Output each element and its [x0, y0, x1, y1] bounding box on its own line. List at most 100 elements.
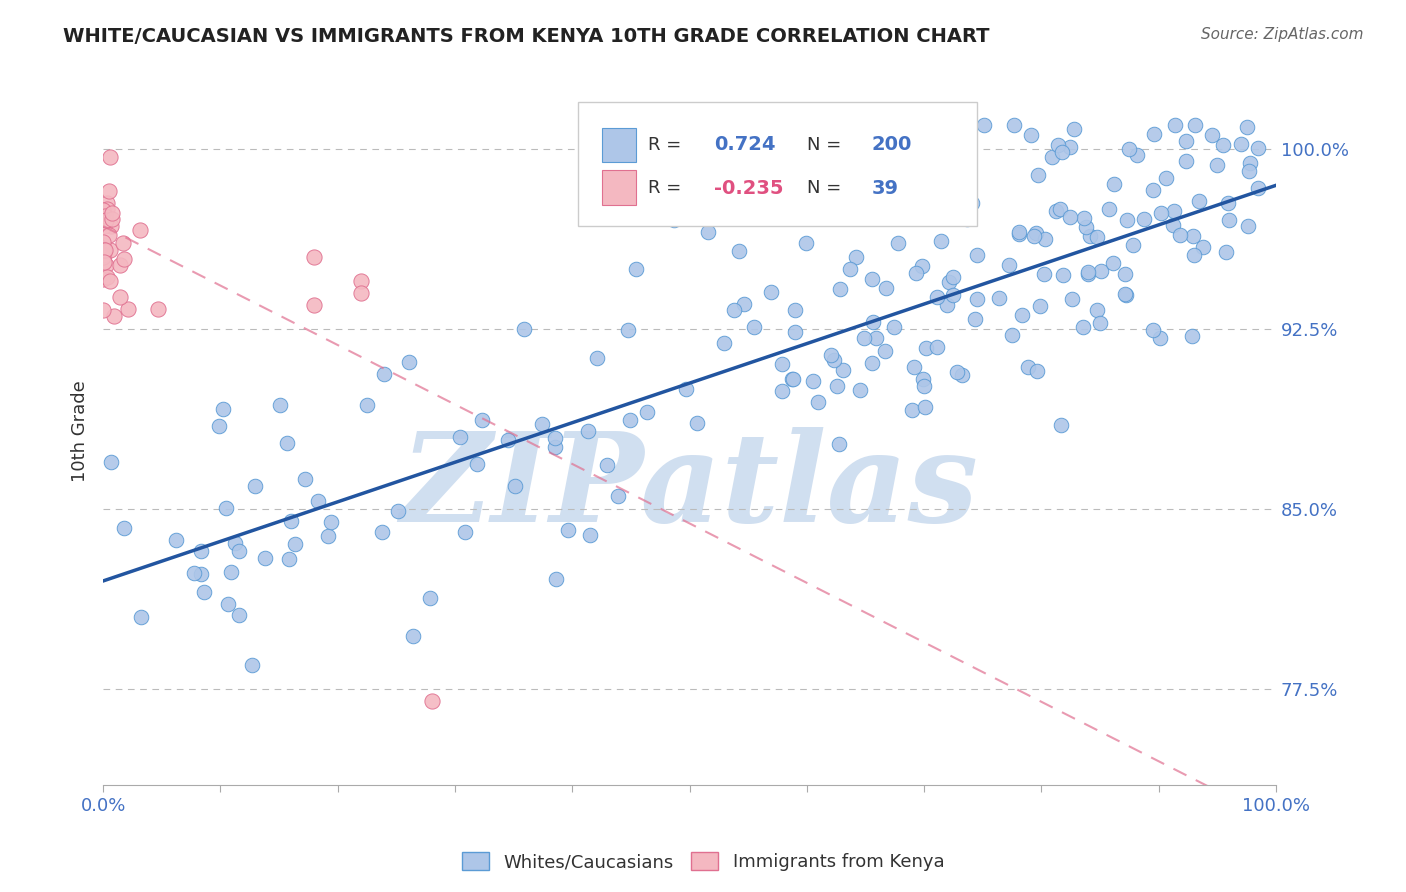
- Point: [617, 323, 640, 337]
- Point: [420, 694, 443, 708]
- Point: [1181, 329, 1204, 343]
- Point: [1133, 211, 1156, 226]
- Point: [1090, 263, 1112, 277]
- Point: [1049, 417, 1071, 432]
- Point: [883, 319, 905, 334]
- Point: [190, 544, 212, 558]
- Point: [98, 184, 121, 198]
- Point: [1045, 203, 1067, 218]
- Point: [276, 436, 298, 450]
- Point: [91, 303, 114, 318]
- Point: [1022, 228, 1045, 243]
- Point: [849, 384, 872, 398]
- Text: Source: ZipAtlas.com: Source: ZipAtlas.com: [1201, 27, 1364, 42]
- Point: [662, 212, 685, 227]
- Point: [1182, 229, 1205, 244]
- Point: [1114, 286, 1136, 301]
- Text: 0.724: 0.724: [714, 135, 776, 154]
- Point: [94, 209, 117, 223]
- Point: [783, 303, 806, 318]
- Point: [949, 119, 972, 133]
- Point: [988, 291, 1011, 305]
- Point: [98, 274, 121, 288]
- Point: [112, 235, 135, 250]
- Point: [925, 290, 948, 304]
- Text: WHITE/CAUCASIAN VS IMMIGRANTS FROM KENYA 10TH GRADE CORRELATION CHART: WHITE/CAUCASIAN VS IMMIGRANTS FROM KENYA…: [63, 27, 990, 45]
- Point: [1087, 302, 1109, 317]
- Point: [108, 289, 131, 303]
- Point: [190, 566, 212, 581]
- Point: [1011, 308, 1033, 322]
- Point: [956, 211, 979, 226]
- Point: [128, 223, 150, 237]
- Point: [512, 322, 534, 336]
- Point: [1163, 204, 1185, 219]
- Point: [1040, 150, 1063, 164]
- Point: [1218, 213, 1240, 227]
- Point: [100, 206, 122, 220]
- Point: [1236, 120, 1258, 135]
- Text: N =: N =: [807, 179, 846, 197]
- Point: [280, 514, 302, 528]
- Point: [217, 598, 239, 612]
- Point: [901, 403, 924, 417]
- Point: [112, 252, 135, 267]
- Text: ZIPatlas: ZIPatlas: [401, 427, 979, 549]
- Point: [912, 378, 935, 392]
- Point: [284, 537, 307, 551]
- Text: -0.235: -0.235: [714, 179, 783, 198]
- Point: [1184, 119, 1206, 133]
- Point: [302, 250, 325, 264]
- Point: [1085, 229, 1108, 244]
- Point: [1074, 220, 1097, 235]
- Point: [465, 457, 488, 471]
- Point: [93, 248, 115, 262]
- Point: [1206, 158, 1229, 172]
- Point: [94, 213, 117, 227]
- Point: [1090, 316, 1112, 330]
- Point: [950, 368, 973, 383]
- Point: [243, 479, 266, 493]
- Point: [686, 416, 709, 430]
- Point: [419, 591, 441, 605]
- Point: [1230, 137, 1253, 152]
- Point: [998, 259, 1021, 273]
- Point: [579, 528, 602, 542]
- Point: [94, 259, 117, 273]
- Point: [373, 367, 395, 381]
- Point: [228, 544, 250, 558]
- Point: [1078, 229, 1101, 244]
- Point: [1077, 267, 1099, 281]
- Point: [1218, 196, 1240, 211]
- Point: [801, 374, 824, 388]
- Point: [1142, 323, 1164, 337]
- Point: [371, 524, 394, 539]
- Point: [253, 551, 276, 566]
- Point: [496, 434, 519, 448]
- Point: [696, 225, 718, 239]
- Point: [350, 274, 373, 288]
- Point: [1212, 138, 1234, 153]
- Point: [93, 219, 115, 234]
- Point: [946, 365, 969, 379]
- Point: [929, 234, 952, 248]
- Point: [543, 440, 565, 454]
- FancyBboxPatch shape: [578, 103, 977, 226]
- Point: [183, 566, 205, 580]
- Point: [1101, 255, 1123, 269]
- Point: [103, 310, 125, 324]
- Point: [93, 243, 115, 257]
- Point: [1071, 320, 1094, 334]
- Point: [1143, 127, 1166, 141]
- Point: [742, 319, 765, 334]
- Text: 39: 39: [872, 179, 898, 198]
- Point: [1247, 181, 1270, 195]
- Point: [828, 282, 851, 296]
- Point: [165, 533, 187, 547]
- Point: [1060, 292, 1083, 306]
- Point: [240, 657, 263, 672]
- Point: [1122, 238, 1144, 252]
- Point: [1033, 232, 1056, 246]
- Point: [1008, 227, 1031, 242]
- Point: [966, 247, 988, 261]
